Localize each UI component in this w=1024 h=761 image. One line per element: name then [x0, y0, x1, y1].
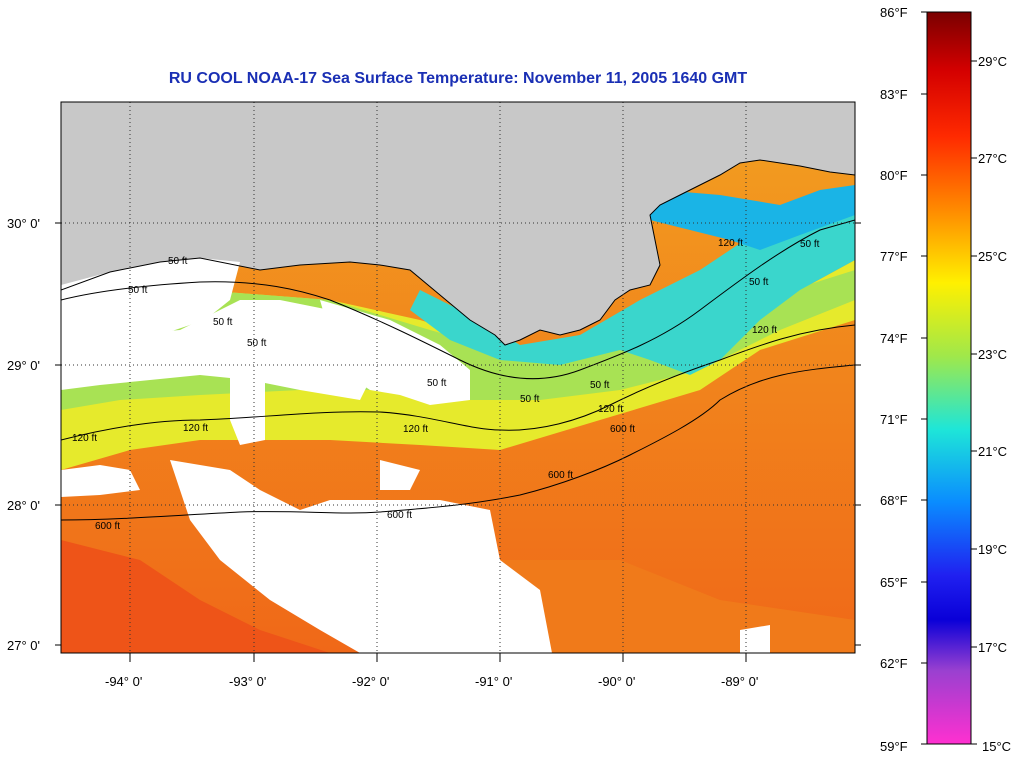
contour-label: 120 ft [403, 424, 428, 435]
latitude-label: 30° 0' [7, 216, 40, 231]
colorbar-gradient [926, 11, 972, 745]
fahrenheit-label: 80°F [880, 168, 908, 183]
contour-label: 50 ft [247, 338, 267, 349]
celsius-label: 17°C [978, 640, 1007, 655]
contour-label: 50 ft [749, 277, 769, 288]
contour-label: 600 ft [610, 424, 635, 435]
hot-water-patch [61, 540, 330, 653]
contour-120ft [61, 324, 855, 441]
coastal-cyan-water [410, 190, 855, 375]
fahrenheit-label: 74°F [880, 331, 908, 346]
latitude-label: 28° 0' [7, 498, 40, 513]
latitude-label: 29° 0' [7, 358, 40, 373]
contour-label: 120 ft [718, 238, 743, 249]
contour-label: 600 ft [387, 510, 412, 521]
celsius-label: 21°C [978, 444, 1007, 459]
fahrenheit-label: 86°F [880, 5, 908, 20]
contour-label: 50 ft [520, 394, 540, 405]
contour-label: 120 ft [598, 404, 623, 415]
contour-600ft [61, 364, 855, 521]
celsius-label: 23°C [978, 347, 1007, 362]
celsius-label: 25°C [978, 249, 1007, 264]
depth-contours [61, 159, 855, 521]
fahrenheit-label: 71°F [880, 412, 908, 427]
contour-label: 50 ft [590, 380, 610, 391]
contour-label: 50 ft [128, 285, 148, 296]
celsius-label: 29°C [978, 54, 1007, 69]
contour-label: 50 ft [168, 256, 188, 267]
contour-label: 50 ft [800, 239, 820, 250]
latitude-labels: 30° 0' 29° 0' 28° 0' 27° 0' [7, 216, 40, 653]
contour-label: 600 ft [548, 470, 573, 481]
fahrenheit-label: 65°F [880, 575, 908, 590]
axis-ticks [55, 222, 861, 662]
contour-label: 50 ft [427, 378, 447, 389]
contour-50ft [61, 219, 855, 380]
longitude-label: -93° 0' [229, 674, 266, 689]
contour-label: 120 ft [183, 423, 208, 434]
contour-labels: 50 ft 50 ft 50 ft 50 ft 50 ft 50 ft 50 f… [72, 238, 820, 532]
colorbar: 86°F 83°F 80°F 77°F 74°F 71°F 68°F 65°F … [880, 5, 1011, 754]
longitude-label: -89° 0' [721, 674, 758, 689]
fahrenheit-label: 59°F [880, 739, 908, 754]
celsius-label: 27°C [978, 151, 1007, 166]
fahrenheit-label: 68°F [880, 493, 908, 508]
graticule [61, 102, 855, 653]
map-title: RU COOL NOAA-17 Sea Surface Temperature:… [168, 70, 748, 87]
contour-label: 600 ft [95, 521, 120, 532]
fahrenheit-label: 62°F [880, 656, 908, 671]
fahrenheit-ticks [921, 11, 927, 745]
contour-label: 120 ft [752, 325, 777, 336]
longitude-label: -92° 0' [352, 674, 389, 689]
contour-label: 120 ft [72, 433, 97, 444]
map-frame [60, 101, 856, 654]
celsius-ticks [971, 60, 977, 745]
longitude-labels: -94° 0' -93° 0' -92° 0' -91° 0' -90° 0' … [105, 674, 758, 689]
cloud-cover [61, 258, 770, 653]
fahrenheit-label: 77°F [880, 249, 908, 264]
map-panel: 50 ft 50 ft 50 ft 50 ft 50 ft 50 ft 50 f… [61, 102, 855, 653]
longitude-label: -91° 0' [475, 674, 512, 689]
contour-label: 50 ft [213, 317, 233, 328]
longitude-label: -94° 0' [105, 674, 142, 689]
celsius-label: 19°C [978, 542, 1007, 557]
longitude-label: -90° 0' [598, 674, 635, 689]
celsius-label: 15°C [982, 739, 1011, 754]
latitude-label: 27° 0' [7, 638, 40, 653]
land-mass [61, 102, 855, 345]
fahrenheit-label: 83°F [880, 87, 908, 102]
coastline [61, 159, 855, 346]
